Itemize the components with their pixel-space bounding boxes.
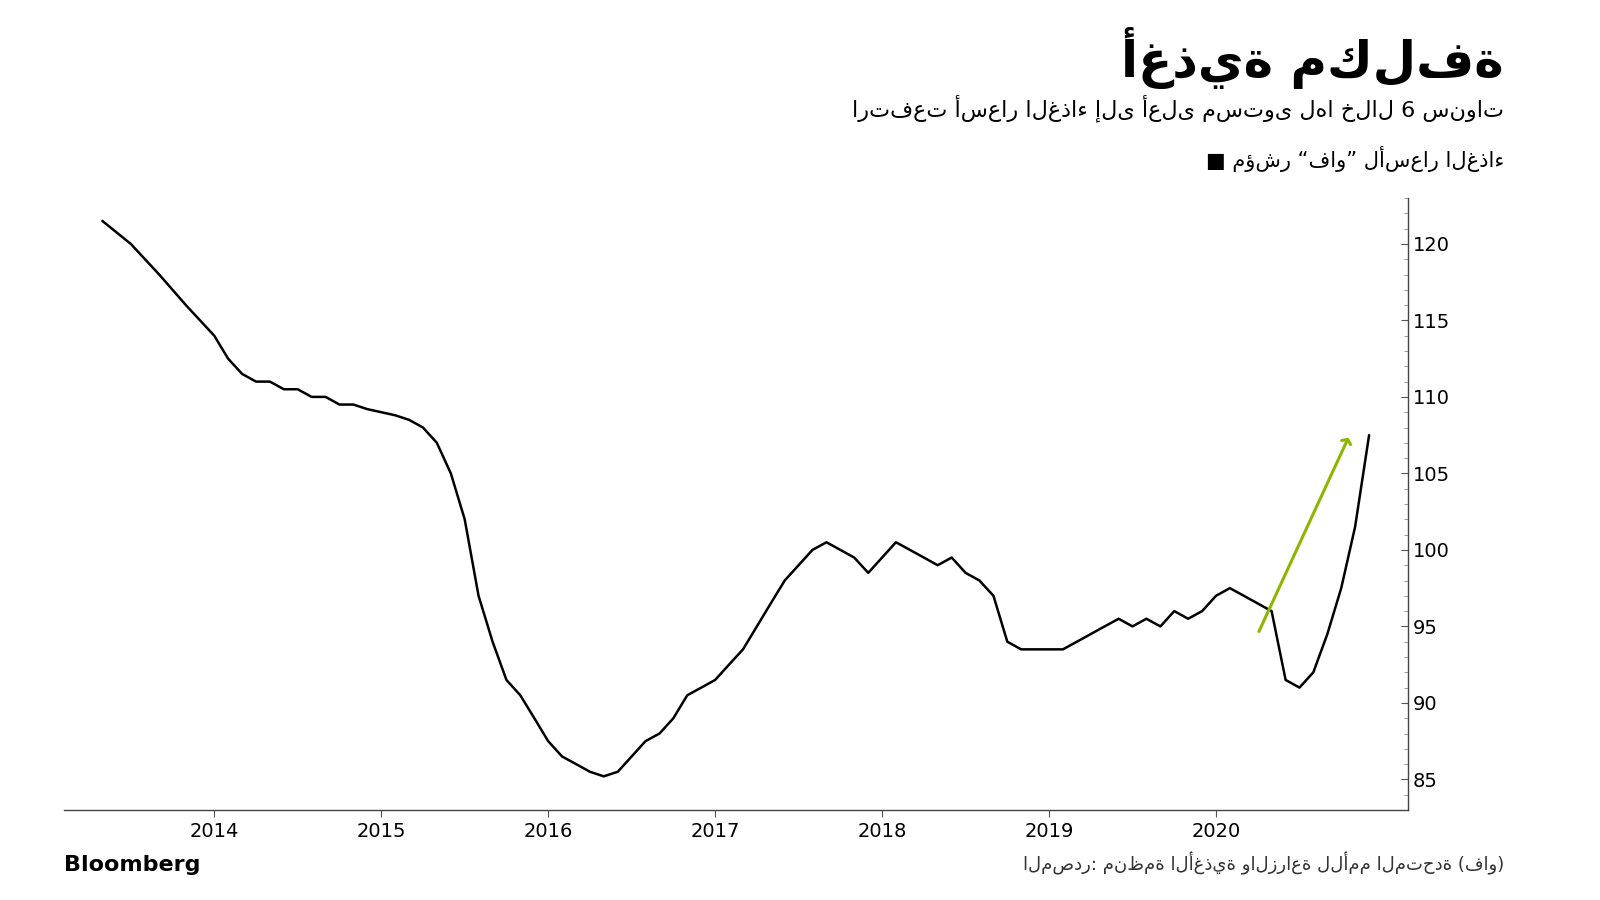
Text: Bloomberg: Bloomberg	[64, 855, 200, 875]
Text: أغذية مكلفة: أغذية مكلفة	[1122, 27, 1504, 89]
Text: ■ مؤشر “فاو” لأسعار الغذاء: ■ مؤشر “فاو” لأسعار الغذاء	[1206, 146, 1504, 172]
Text: المصدر: منظمة الأغذية والزراعة للأمم المتحدة (فاو): المصدر: منظمة الأغذية والزراعة للأمم الم…	[1022, 851, 1504, 875]
Text: ارتفعت أسعار الغذاء إلى أعلى مستوى لها خلال 6 سنوات: ارتفعت أسعار الغذاء إلى أعلى مستوى لها خ…	[851, 94, 1504, 122]
